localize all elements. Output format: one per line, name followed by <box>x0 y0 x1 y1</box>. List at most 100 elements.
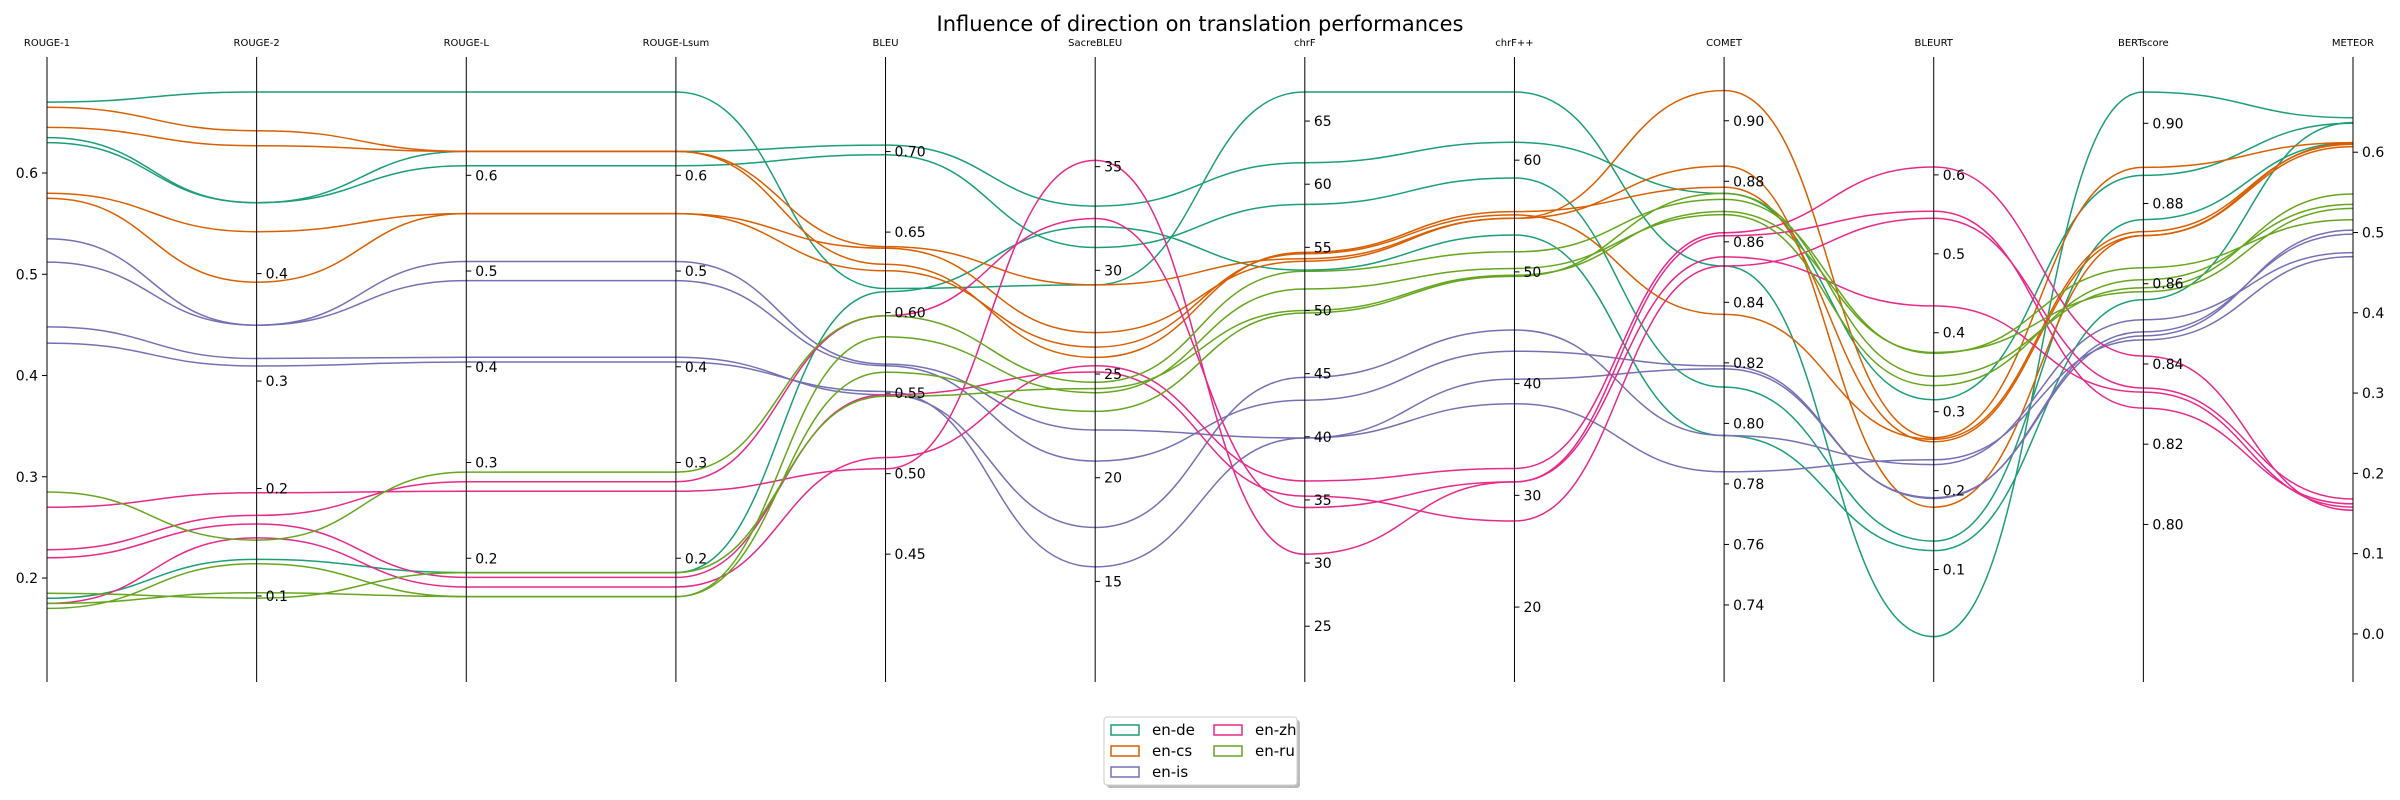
axis-name: ROUGE-2 <box>234 38 280 49</box>
tick-label: 0.5 <box>475 264 497 280</box>
tick-label: 0.86 <box>1733 235 1764 251</box>
axis-sacrebleu: SacreBLEU 15 20 25 30 35 <box>1068 38 1122 682</box>
legend-swatch <box>1213 745 1243 757</box>
tick-label: 45 <box>1314 367 1332 383</box>
legend-label: en-cs <box>1152 742 1192 760</box>
axis-name: ROUGE-L <box>444 38 490 49</box>
tick-label: 0.80 <box>1733 416 1764 432</box>
tick-label: 0.5 <box>685 264 707 280</box>
axis-name: COMET <box>1706 38 1743 49</box>
axes-layer: ROUGE-1 0.2 0.3 0.4 0.5 0.6 ROUGE-2 0.1 0.2 0.3 0.… <box>16 38 2384 682</box>
axis-rouge-1: ROUGE-1 0.2 0.3 0.4 0.5 0.6 <box>16 38 70 682</box>
tick-label: 20 <box>1523 600 1541 616</box>
tick-label: 25 <box>1104 367 1122 383</box>
axis-name: chrF <box>1294 38 1316 49</box>
axis-name: ROUGE-Lsum <box>643 38 710 49</box>
tick-label: 30 <box>1314 556 1332 572</box>
axis-name: BERTscore <box>2118 38 2169 49</box>
tick-label: 0.82 <box>1733 356 1764 372</box>
tick-label: 0.90 <box>1733 114 1764 130</box>
legend-label: en-ru <box>1255 742 1295 760</box>
tick-label: 60 <box>1314 177 1332 193</box>
tick-label: 0.6 <box>1943 168 1965 184</box>
series-line-en-de-2 <box>46 122 2354 401</box>
tick-label: 0.90 <box>2152 116 2183 132</box>
axis-meteor: METEOR 0.0 0.1 0.2 0.3 0.4 0.5 0.6 <box>2332 38 2384 682</box>
legend-entry-en-zh: en-zh <box>1213 721 1297 739</box>
axis-bleurt: BLEURT 0.1 0.2 0.3 0.4 0.5 0.6 <box>1915 38 1965 682</box>
series-line-en-zh-2 <box>46 217 2354 551</box>
tick-label: 0.1 <box>266 589 288 605</box>
tick-label: 0.3 <box>266 374 288 390</box>
tick-label: 0.3 <box>1943 405 1965 421</box>
tick-label: 0.2 <box>1943 484 1965 500</box>
tick-label: 0.6 <box>16 166 38 182</box>
axis-chrf++: chrF++ 20 30 40 50 60 <box>1495 38 1541 682</box>
tick-label: 0.6 <box>685 168 707 184</box>
axis-name: ROUGE-1 <box>24 38 70 49</box>
series-line-en-de-4 <box>46 121 2354 600</box>
tick-label: 0.2 <box>2362 466 2384 482</box>
legend-entry-en-de: en-de <box>1110 721 1195 739</box>
tick-label: 0.4 <box>1943 326 1965 342</box>
tick-label: 0.88 <box>1733 174 1764 190</box>
tick-label: 0.80 <box>2152 517 2183 533</box>
axis-comet: COMET 0.74 0.76 0.78 0.80 0.82 0.84 0.86 0.88 0.9… <box>1706 38 1764 682</box>
series-line-en-ru-2 <box>46 207 2354 599</box>
legend-swatch <box>1110 724 1140 736</box>
tick-label: 0.45 <box>895 547 926 563</box>
legend-entry-en-cs: en-cs <box>1110 742 1192 760</box>
axis-rouge-2: ROUGE-2 0.1 0.2 0.3 0.4 <box>234 38 288 682</box>
tick-label: 0.84 <box>1733 295 1764 311</box>
tick-label: 0.4 <box>2362 306 2384 322</box>
legend: en-de en-cs en-is en-zh en-ru <box>1103 716 1300 788</box>
legend-label: en-de <box>1152 721 1195 739</box>
tick-label: 0.6 <box>2362 145 2384 161</box>
legend-swatch <box>1110 766 1140 778</box>
tick-label: 0.2 <box>266 482 288 498</box>
tick-label: 0.3 <box>475 456 497 472</box>
series-line-en-zh-4 <box>46 166 2354 605</box>
tick-label: 0.1 <box>2362 547 2384 563</box>
tick-label: 0.5 <box>16 267 38 283</box>
tick-label: 20 <box>1104 471 1122 487</box>
axis-bertscore: BERTscore 0.80 0.82 0.84 0.86 0.88 0.90 <box>2118 38 2184 682</box>
tick-label: 0.3 <box>2362 386 2384 402</box>
axis-chrf: chrF 25 30 35 40 45 50 55 60 65 <box>1294 38 1332 682</box>
series-line-en-cs-2 <box>46 89 2354 439</box>
tick-label: 0.4 <box>16 369 38 385</box>
legend-label: en-zh <box>1255 721 1297 739</box>
axis-name: METEOR <box>2332 38 2374 49</box>
series-line-en-is-3 <box>46 251 2354 529</box>
legend-entry-en-is: en-is <box>1110 763 1188 781</box>
tick-label: 25 <box>1314 619 1332 635</box>
series-en-is <box>46 229 2354 568</box>
tick-label: 40 <box>1314 430 1332 446</box>
tick-label: 50 <box>1314 303 1332 319</box>
tick-label: 0.65 <box>895 225 926 241</box>
tick-label: 30 <box>1523 488 1541 504</box>
axis-name: chrF++ <box>1495 38 1533 49</box>
tick-label: 0.2 <box>685 551 707 567</box>
tick-label: 0.50 <box>895 467 926 483</box>
axis-bleu: BLEU 0.45 0.50 0.55 0.60 0.65 0.70 <box>873 38 926 682</box>
tick-label: 0.4 <box>475 360 497 376</box>
tick-label: 0.76 <box>1733 537 1764 553</box>
series-line-en-is-4 <box>46 255 2354 568</box>
chart-title: Influence of direction on translation pe… <box>937 12 1464 36</box>
tick-label: 0.5 <box>1943 247 1965 263</box>
tick-label: 0.78 <box>1733 477 1764 493</box>
tick-label: 35 <box>1314 493 1332 509</box>
tick-label: 0.86 <box>2152 277 2183 293</box>
tick-label: 0.4 <box>266 267 288 283</box>
tick-label: 0.70 <box>895 145 926 161</box>
tick-label: 0.55 <box>895 386 926 402</box>
tick-label: 35 <box>1104 160 1122 176</box>
tick-label: 30 <box>1104 263 1122 279</box>
tick-label: 0.60 <box>895 306 926 322</box>
tick-label: 0.84 <box>2152 357 2183 373</box>
axis-rouge-l: ROUGE-L 0.2 0.3 0.4 0.5 0.6 <box>444 38 498 682</box>
tick-label: 0.4 <box>685 360 707 376</box>
tick-label: 40 <box>1523 377 1541 393</box>
